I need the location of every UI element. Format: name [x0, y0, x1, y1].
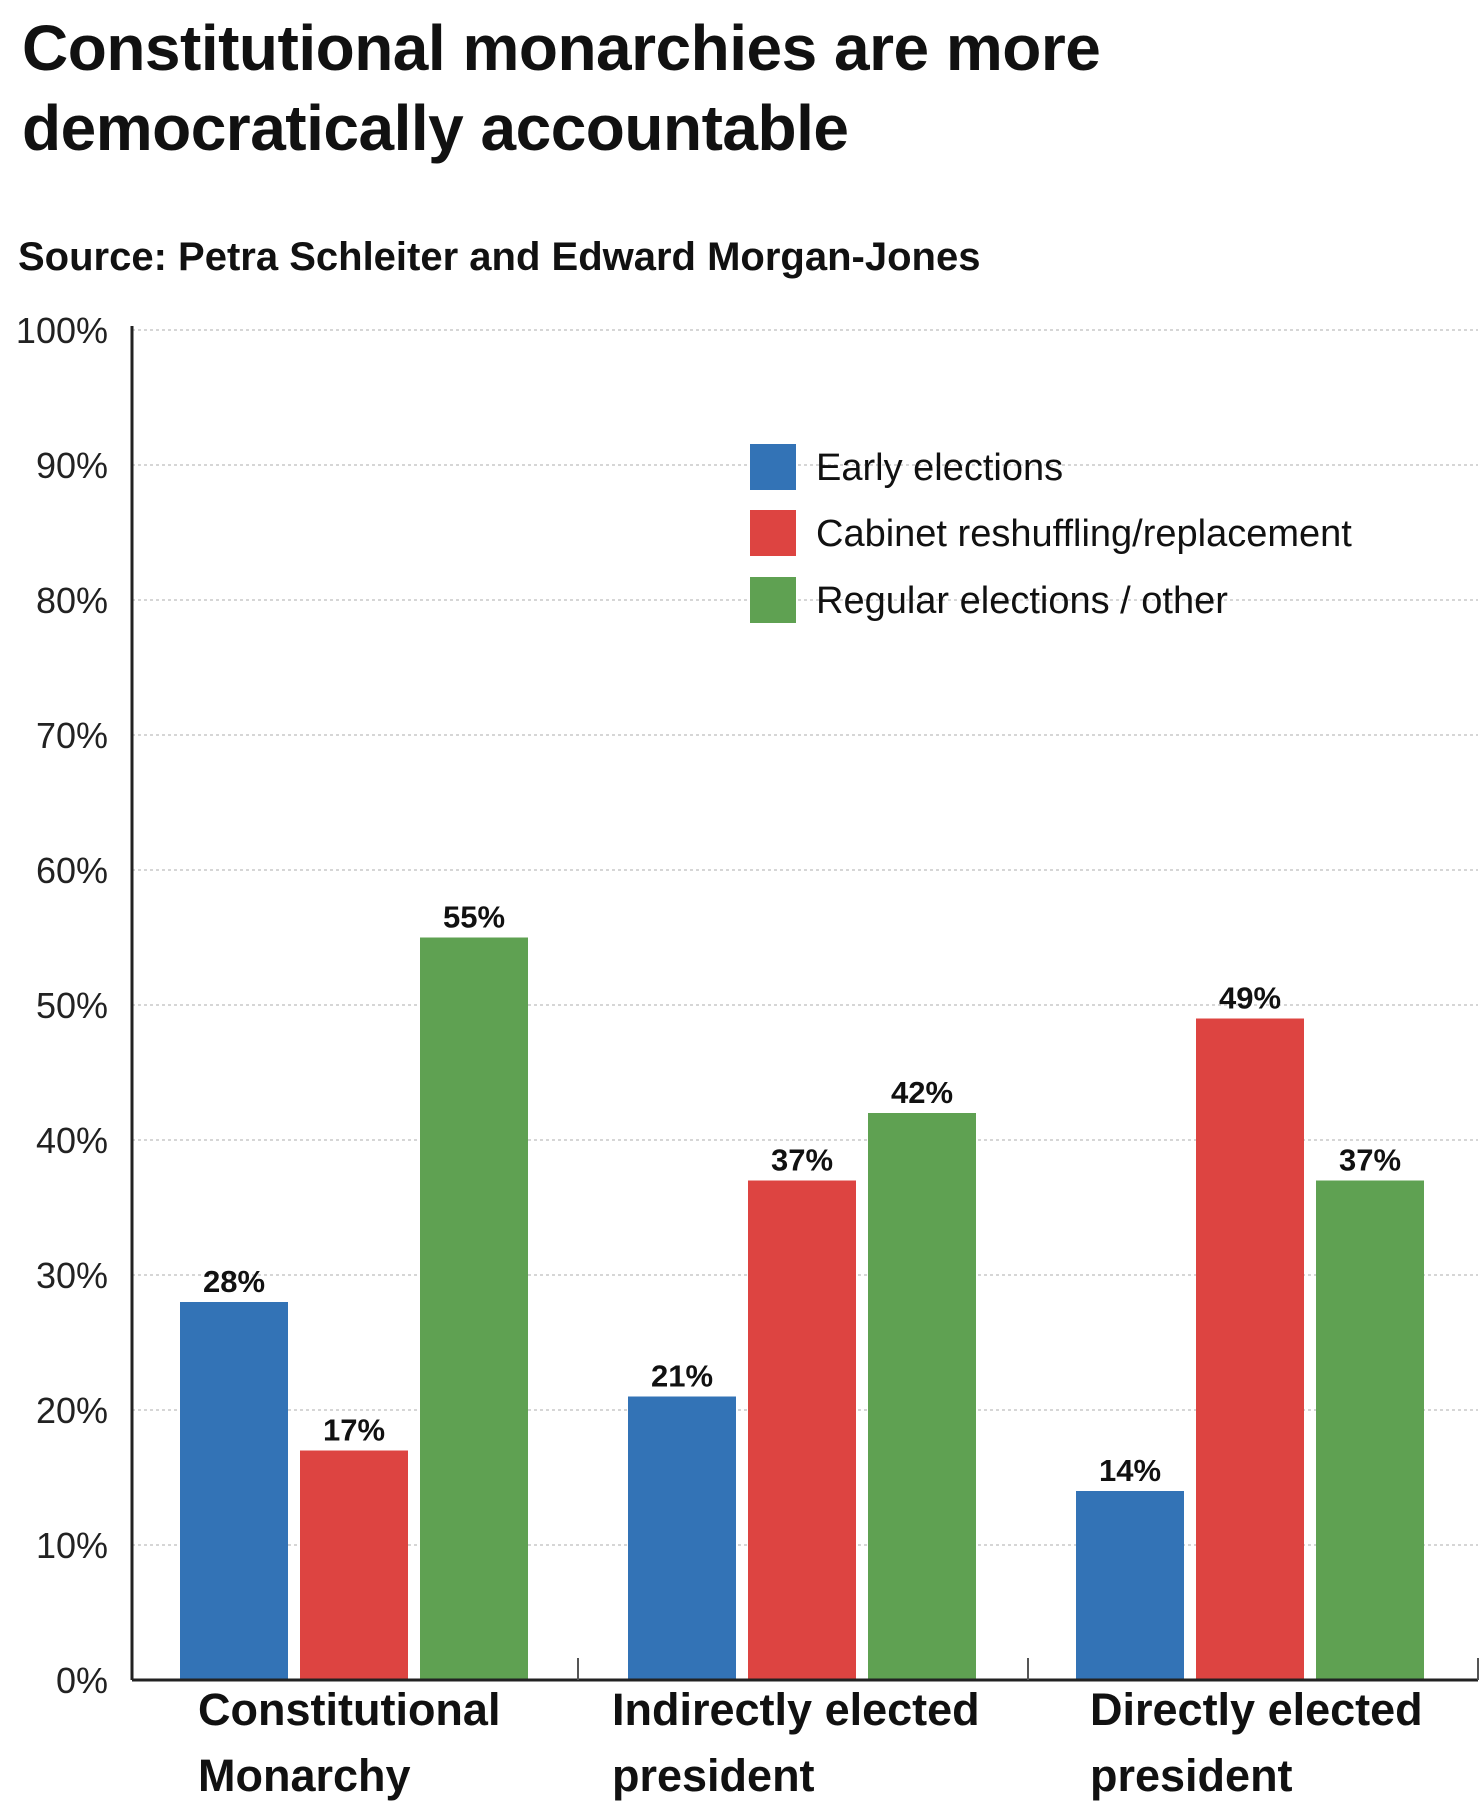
bar: [420, 937, 528, 1680]
y-tick-label: 30%: [36, 1255, 108, 1296]
legend-swatch: [750, 444, 796, 490]
bar: [1316, 1180, 1424, 1680]
bars: [180, 937, 1424, 1680]
y-tick-label: 10%: [36, 1525, 108, 1566]
value-label: 55%: [443, 900, 505, 935]
value-label: 37%: [771, 1143, 833, 1178]
legend-swatch: [750, 577, 796, 623]
y-tick-label: 100%: [16, 310, 108, 351]
legend: Early elections Cabinet reshuffling/repla…: [750, 444, 1352, 623]
bar: [748, 1180, 856, 1680]
value-label: 37%: [1339, 1143, 1401, 1178]
axes: [130, 326, 1479, 1682]
legend-label: Early elections: [816, 447, 1063, 489]
y-tick-label: 20%: [36, 1390, 108, 1431]
legend-label: Cabinet reshuffling/replacement: [816, 513, 1352, 555]
x-category-label: Directly elected president: [1090, 1684, 1423, 1801]
value-label: 14%: [1099, 1453, 1161, 1488]
bar: [1196, 1018, 1304, 1680]
value-label: 21%: [651, 1359, 713, 1394]
bar: [180, 1302, 288, 1680]
x-category-label: Constitutional Monarchy: [198, 1684, 500, 1801]
y-tick-label: 60%: [36, 850, 108, 891]
bar: [300, 1450, 408, 1680]
value-label: 17%: [323, 1413, 385, 1448]
legend-swatch: [750, 510, 796, 556]
value-label: 28%: [203, 1264, 265, 1299]
bar: [628, 1396, 736, 1680]
legend-label: Regular elections / other: [816, 580, 1228, 622]
value-label: 49%: [1219, 981, 1281, 1016]
chart-title: Constitutional monarchies are more democ…: [22, 12, 1101, 164]
y-tick-label: 0%: [56, 1660, 108, 1701]
value-labels: 28% 21% 14% 17% 37% 49% 55% 42% 37%: [203, 900, 1401, 1489]
bar: [1076, 1491, 1184, 1680]
y-tick-label: 70%: [36, 715, 108, 756]
y-tick-label: 50%: [36, 985, 108, 1026]
y-tick-label: 90%: [36, 445, 108, 486]
x-axis-category-labels: Constitutional Monarchy Indirectly elected…: [198, 1684, 1423, 1801]
x-category-label: Indirectly elected president: [612, 1684, 980, 1801]
chart-subtitle: Source: Petra Schleiter and Edward Morga…: [18, 235, 981, 279]
y-axis-tick-labels: 0% 10% 20% 30% 40% 50% 60% 70% 80% 90% 100%: [16, 310, 108, 1701]
y-tick-label: 80%: [36, 580, 108, 621]
value-label: 42%: [891, 1075, 953, 1110]
y-tick-label: 40%: [36, 1120, 108, 1161]
bar: [868, 1113, 976, 1680]
